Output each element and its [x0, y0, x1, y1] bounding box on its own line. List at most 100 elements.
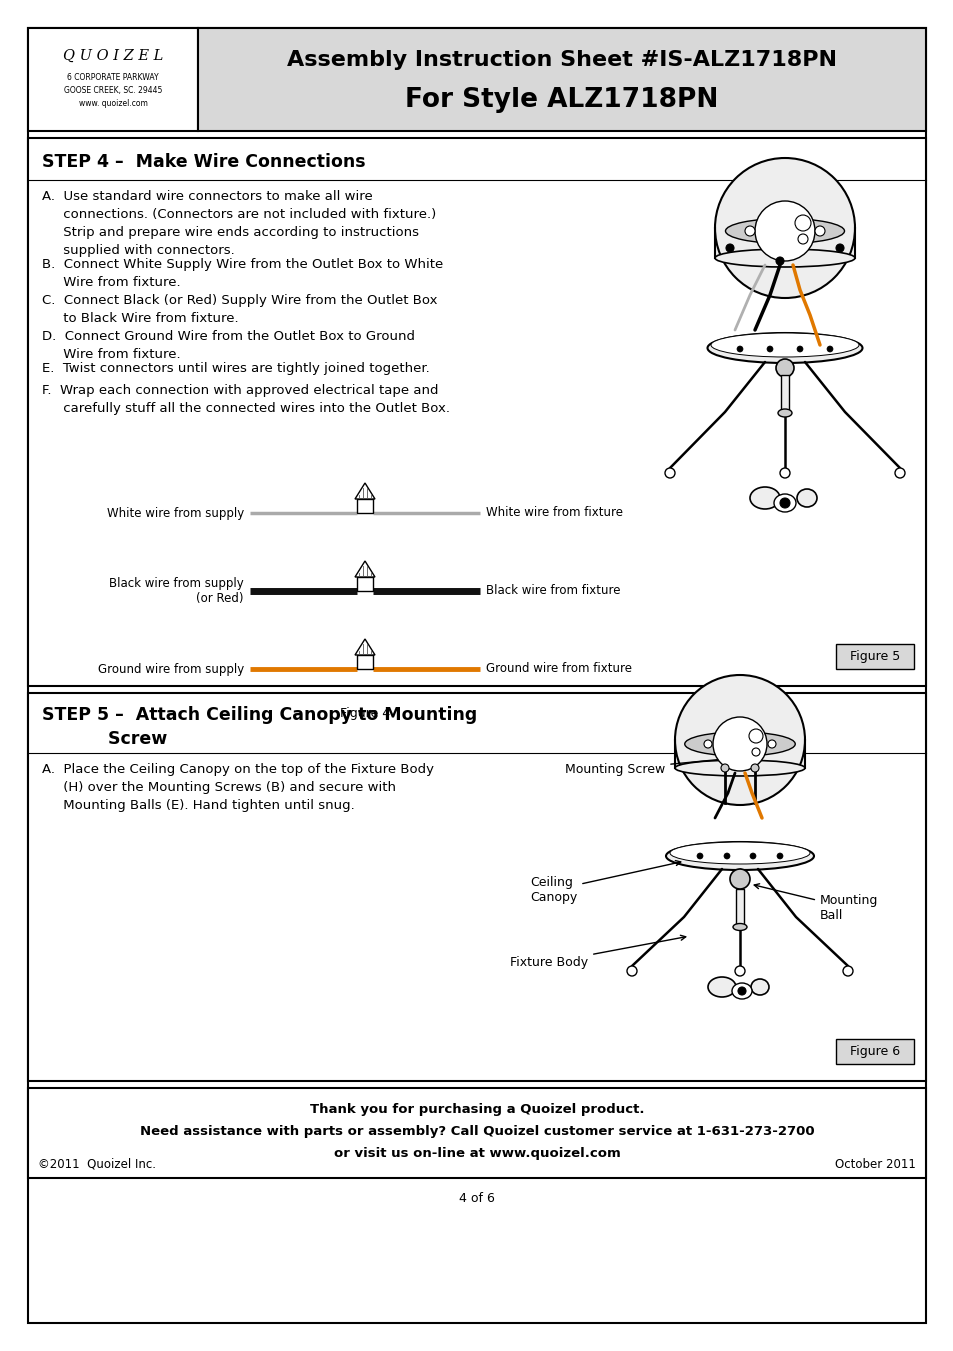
- Circle shape: [720, 765, 728, 771]
- Circle shape: [780, 467, 789, 478]
- Bar: [835, 644, 913, 669]
- Ellipse shape: [707, 977, 735, 997]
- Text: B.  Connect White Supply Wire from the Outlet Box to White
     Wire from fixtur: B. Connect White Supply Wire from the Ou…: [42, 258, 443, 289]
- Text: F.  Wrap each connection with approved electrical tape and
     carefully stuff : F. Wrap each connection with approved el…: [42, 384, 450, 415]
- Circle shape: [754, 201, 814, 261]
- Polygon shape: [355, 639, 375, 655]
- Text: C.  Connect Black (or Red) Supply Wire from the Outlet Box
     to Black Wire fr: C. Connect Black (or Red) Supply Wire fr…: [42, 295, 437, 326]
- Text: 6 CORPORATE PARKWAY: 6 CORPORATE PARKWAY: [67, 73, 158, 82]
- Ellipse shape: [707, 332, 862, 363]
- Text: ©2011  Quoizel Inc.: ©2011 Quoizel Inc.: [38, 1158, 156, 1170]
- Ellipse shape: [732, 924, 746, 931]
- Text: Mounting Screw: Mounting Screw: [564, 757, 730, 775]
- Ellipse shape: [675, 761, 804, 775]
- Text: www. quoizel.com: www. quoizel.com: [78, 100, 148, 108]
- Ellipse shape: [749, 486, 780, 509]
- Circle shape: [766, 346, 772, 353]
- Text: Assembly Instruction Sheet #IS-ALZ1718PN: Assembly Instruction Sheet #IS-ALZ1718PN: [287, 50, 836, 70]
- Circle shape: [697, 852, 702, 859]
- Circle shape: [664, 467, 675, 478]
- Ellipse shape: [796, 489, 816, 507]
- Bar: [28, 28, 198, 131]
- Circle shape: [814, 226, 824, 236]
- Bar: [835, 1039, 913, 1065]
- Ellipse shape: [684, 732, 795, 757]
- Text: STEP 5 –  Attach Ceiling Canopy to Mounting: STEP 5 – Attach Ceiling Canopy to Mounti…: [42, 707, 477, 724]
- Circle shape: [737, 346, 742, 353]
- Circle shape: [703, 740, 711, 748]
- Text: A.  Place the Ceiling Canopy on the top of the Fixture Body
     (H) over the Mo: A. Place the Ceiling Canopy on the top o…: [42, 763, 434, 812]
- Text: Figure 4: Figure 4: [339, 707, 390, 720]
- Ellipse shape: [714, 249, 854, 267]
- Ellipse shape: [750, 979, 768, 994]
- Ellipse shape: [731, 984, 751, 998]
- Text: Figure 5: Figure 5: [849, 650, 900, 663]
- Text: White wire from fixture: White wire from fixture: [485, 507, 622, 520]
- Circle shape: [894, 467, 904, 478]
- Bar: [28, 693, 925, 1081]
- Text: Figure 6: Figure 6: [849, 1046, 899, 1058]
- Circle shape: [826, 346, 832, 353]
- Ellipse shape: [773, 494, 795, 512]
- Text: October 2011: October 2011: [834, 1158, 915, 1170]
- Text: Ceiling
Canopy: Ceiling Canopy: [530, 861, 680, 904]
- Circle shape: [797, 234, 807, 245]
- Circle shape: [750, 765, 759, 771]
- Polygon shape: [355, 484, 375, 499]
- Circle shape: [749, 852, 755, 859]
- Bar: [28, 1088, 925, 1178]
- Circle shape: [748, 730, 762, 743]
- Text: GOOSE CREEK, SC. 29445: GOOSE CREEK, SC. 29445: [64, 86, 162, 96]
- Circle shape: [723, 852, 729, 859]
- Circle shape: [729, 869, 749, 889]
- Text: Mounting
Ball: Mounting Ball: [754, 884, 878, 921]
- Text: A.  Use standard wire connectors to make all wire
     connections. (Connectors : A. Use standard wire connectors to make …: [42, 190, 436, 257]
- Ellipse shape: [669, 842, 809, 865]
- Circle shape: [775, 257, 783, 265]
- Circle shape: [675, 676, 804, 805]
- Text: E.  Twist connectors until wires are tightly joined together.: E. Twist connectors until wires are tigh…: [42, 362, 429, 376]
- Bar: [28, 138, 925, 686]
- Text: Fixture Body: Fixture Body: [510, 935, 685, 969]
- Circle shape: [776, 852, 782, 859]
- Text: STEP 4 –  Make Wire Connections: STEP 4 – Make Wire Connections: [42, 153, 365, 172]
- Circle shape: [775, 359, 793, 377]
- Bar: [356, 577, 373, 590]
- Circle shape: [796, 346, 802, 353]
- Circle shape: [744, 226, 754, 236]
- Text: Thank you for purchasing a Quoizel product.: Thank you for purchasing a Quoizel produ…: [310, 1104, 643, 1116]
- Circle shape: [626, 966, 637, 975]
- Text: Black wire from supply
(or Red): Black wire from supply (or Red): [110, 577, 244, 605]
- Circle shape: [734, 966, 744, 975]
- Bar: [356, 499, 373, 513]
- Circle shape: [780, 499, 789, 508]
- Bar: [198, 28, 925, 131]
- Text: Need assistance with parts or assembly? Call Quoizel customer service at 1-631-2: Need assistance with parts or assembly? …: [139, 1125, 814, 1139]
- Circle shape: [842, 966, 852, 975]
- Circle shape: [714, 158, 854, 299]
- Text: White wire from supply: White wire from supply: [107, 507, 244, 520]
- Bar: [735, 889, 743, 927]
- Circle shape: [751, 748, 760, 757]
- Bar: [675, 740, 804, 767]
- Bar: [356, 655, 373, 669]
- Ellipse shape: [778, 409, 791, 417]
- Ellipse shape: [724, 219, 843, 243]
- Bar: [314, 701, 415, 725]
- Polygon shape: [355, 561, 375, 577]
- Text: Ground wire from supply: Ground wire from supply: [97, 662, 244, 676]
- Text: Black wire from fixture: Black wire from fixture: [485, 585, 619, 597]
- Text: or visit us on-line at www.quoizel.com: or visit us on-line at www.quoizel.com: [334, 1147, 619, 1161]
- Circle shape: [725, 245, 733, 253]
- Circle shape: [738, 988, 745, 994]
- Circle shape: [835, 245, 843, 253]
- Text: Q U O I Z E L: Q U O I Z E L: [63, 49, 163, 63]
- Text: Ground wire from fixture: Ground wire from fixture: [485, 662, 631, 676]
- Circle shape: [767, 740, 775, 748]
- Circle shape: [712, 717, 766, 771]
- Text: Screw: Screw: [42, 730, 167, 748]
- Text: D.  Connect Ground Wire from the Outlet Box to Ground
     Wire from fixture.: D. Connect Ground Wire from the Outlet B…: [42, 330, 415, 361]
- Text: 4 of 6: 4 of 6: [458, 1192, 495, 1205]
- Ellipse shape: [665, 842, 813, 870]
- Text: For Style ALZ1718PN: For Style ALZ1718PN: [405, 86, 718, 113]
